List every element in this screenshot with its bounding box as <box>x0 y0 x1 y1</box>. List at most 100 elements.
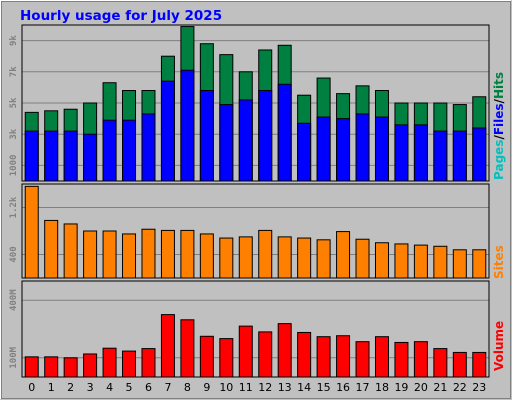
hits-bar-files-16 <box>336 118 351 182</box>
x-tick-label-19: 19 <box>394 381 408 394</box>
hits-bar-files-14 <box>297 122 312 182</box>
x-tick-label-9: 9 <box>203 381 210 394</box>
sites-bar-sites-7 <box>160 229 175 279</box>
sites-bar-sites-20 <box>413 244 428 279</box>
hits-bar-files-12 <box>258 90 273 182</box>
volume-bar-volume-23 <box>472 351 487 378</box>
x-tick-label-17: 17 <box>356 381 370 394</box>
volume-bar-volume-6 <box>141 348 156 378</box>
volume-bar-volume-11 <box>238 325 253 378</box>
hits-bar-files-18 <box>374 116 389 182</box>
hits-ytick-label: 3k <box>9 128 19 139</box>
sites-bar-sites-19 <box>394 243 409 279</box>
ylabel-hits: Pages/Files/Hits <box>492 72 506 180</box>
ylabel-volume: Volume <box>492 321 506 371</box>
hits-bar-files-4 <box>102 119 117 182</box>
volume-plot-area <box>22 281 489 377</box>
volume-bar-volume-19 <box>394 341 409 378</box>
sites-bar-sites-3 <box>83 230 98 279</box>
volume-bar-volume-9 <box>199 335 214 378</box>
sites-plot-border <box>21 183 490 279</box>
volume-bar-volume-13 <box>277 323 292 378</box>
hits-bar-files-10 <box>219 104 234 182</box>
x-tick-label-1: 1 <box>48 381 55 394</box>
sites-bar-sites-9 <box>199 233 214 279</box>
sites-plot-area <box>22 184 489 278</box>
hits-bar-files-7 <box>160 80 175 182</box>
hits-bar-files-3 <box>83 133 98 182</box>
x-tick-label-12: 12 <box>258 381 272 394</box>
x-tick-label-18: 18 <box>375 381 389 394</box>
volume-bar-volume-15 <box>316 336 331 378</box>
volume-ytick-label: 100M <box>9 346 19 368</box>
hits-bar-files-13 <box>277 83 292 182</box>
hits-bar-files-19 <box>394 124 409 182</box>
sites-bar-sites-1 <box>44 219 59 279</box>
hits-bar-files-2 <box>63 130 78 182</box>
x-tick-label-6: 6 <box>145 381 152 394</box>
x-tick-label-11: 11 <box>239 381 253 394</box>
sites-bar-sites-12 <box>258 229 273 279</box>
hits-bar-files-5 <box>122 119 137 182</box>
sites-bar-sites-22 <box>452 249 467 279</box>
hits-bar-files-0 <box>24 130 39 182</box>
sites-ytick-label: 1.2k <box>9 196 19 218</box>
x-tick-label-10: 10 <box>219 381 233 394</box>
sites-bar-sites-15 <box>316 239 331 279</box>
volume-bar-volume-20 <box>413 341 428 378</box>
x-tick-label-21: 21 <box>433 381 447 394</box>
ylabel-sep-2: / <box>492 98 506 103</box>
sites-bar-sites-16 <box>336 231 351 279</box>
hits-bar-files-15 <box>316 116 331 182</box>
volume-bar-volume-4 <box>102 347 117 378</box>
hits-plot-border <box>21 24 490 182</box>
x-tick-label-3: 3 <box>87 381 94 394</box>
ylabel-sites: Sites <box>492 245 506 279</box>
ylabel-files-part: Files <box>492 103 506 135</box>
hits-bar-files-22 <box>452 130 467 182</box>
volume-bar-volume-7 <box>160 314 175 378</box>
sites-bar-sites-21 <box>433 245 448 279</box>
ylabel-pages-part: Pages <box>492 140 506 180</box>
x-tick-label-0: 0 <box>28 381 35 394</box>
hits-bar-files-8 <box>180 69 195 182</box>
volume-bar-volume-8 <box>180 319 195 378</box>
x-tick-label-14: 14 <box>297 381 311 394</box>
hits-bar-files-21 <box>433 130 448 182</box>
volume-plot-border <box>21 280 490 378</box>
x-tick-label-22: 22 <box>453 381 467 394</box>
x-tick-label-15: 15 <box>317 381 331 394</box>
volume-bar-volume-0 <box>24 356 39 378</box>
chart-title: Hourly usage for July 2025 <box>20 8 222 24</box>
x-tick-label-16: 16 <box>336 381 350 394</box>
hits-ytick-label: 5k <box>9 97 19 108</box>
x-tick-label-8: 8 <box>184 381 191 394</box>
hits-panel: 1000 3k 5k 7k 9k <box>9 24 490 182</box>
sites-bar-sites-2 <box>63 223 78 279</box>
hits-ytick-label: 9k <box>9 35 19 46</box>
volume-bar-volume-17 <box>355 341 370 378</box>
sites-bar-sites-5 <box>122 233 137 279</box>
x-tick-label-7: 7 <box>164 381 171 394</box>
x-tick-label-2: 2 <box>67 381 74 394</box>
volume-bar-volume-21 <box>433 348 448 378</box>
x-tick-label-20: 20 <box>414 381 428 394</box>
volume-bar-volume-3 <box>83 353 98 378</box>
hits-bar-files-23 <box>472 127 487 182</box>
sites-bar-sites-18 <box>374 242 389 279</box>
volume-bar-volume-2 <box>63 357 78 378</box>
sites-bar-sites-8 <box>180 229 195 279</box>
hits-ytick-label: 7k <box>9 66 19 77</box>
hits-bar-files-11 <box>238 99 253 182</box>
hits-bar-files-9 <box>199 90 214 182</box>
hits-bar-files-1 <box>44 130 59 182</box>
ylabel-sep-1: / <box>492 135 506 140</box>
volume-bar-volume-12 <box>258 331 273 378</box>
sites-bar-sites-14 <box>297 237 312 279</box>
hits-bar-files-20 <box>413 124 428 182</box>
volume-bar-volume-14 <box>297 331 312 378</box>
sites-bar-sites-0 <box>24 185 39 279</box>
volume-bar-volume-5 <box>122 350 137 378</box>
